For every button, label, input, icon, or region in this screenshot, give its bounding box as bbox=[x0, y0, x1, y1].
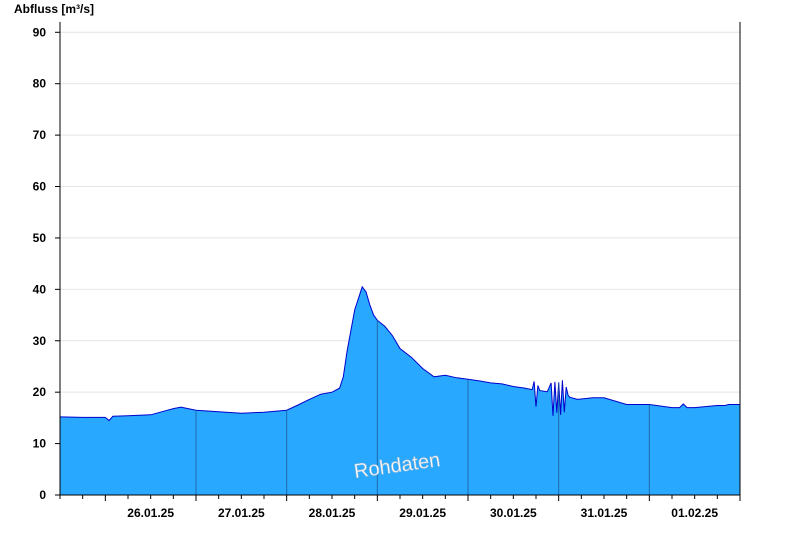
plot-area bbox=[59, 285, 740, 495]
grid-lines bbox=[60, 31, 740, 445]
y-tick-label: 30 bbox=[33, 334, 47, 348]
y-tick-label: 10 bbox=[33, 437, 47, 451]
y-ticks: 0 10 20 30 40 50 60 70 80 90 bbox=[33, 25, 60, 502]
y-tick-label: 70 bbox=[33, 128, 47, 142]
y-tick-label: 50 bbox=[33, 231, 47, 245]
x-tick-label: 28.01.25 bbox=[309, 506, 356, 520]
y-tick-label: 0 bbox=[39, 488, 46, 502]
discharge-line bbox=[59, 285, 740, 422]
day-separators bbox=[195, 320, 650, 495]
y-tick-label: 90 bbox=[33, 25, 47, 39]
y-tick-label: 40 bbox=[33, 282, 47, 296]
x-ticks: 26.01.25 27.01.25 28.01.25 29.01.25 30.01.25… bbox=[59, 495, 741, 520]
y-tick-label: 60 bbox=[33, 180, 47, 194]
y-tick-label: 20 bbox=[33, 385, 47, 399]
x-tick-label: 31.01.25 bbox=[581, 506, 628, 520]
x-tick-label: 27.01.25 bbox=[218, 506, 265, 520]
x-tick-label: 30.01.25 bbox=[490, 506, 537, 520]
x-tick-label: 01.02.25 bbox=[671, 506, 718, 520]
x-tick-label: 26.01.25 bbox=[127, 506, 174, 520]
y-tick-label: 80 bbox=[33, 77, 47, 91]
discharge-area bbox=[60, 286, 740, 495]
y-axis-label: Abfluss [m³/s] bbox=[14, 2, 94, 16]
x-tick-label: 29.01.25 bbox=[399, 506, 446, 520]
